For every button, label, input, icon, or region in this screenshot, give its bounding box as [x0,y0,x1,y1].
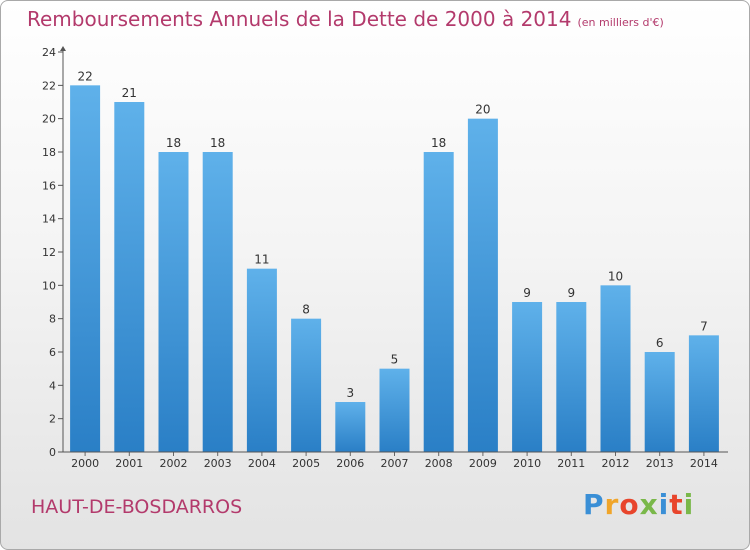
value-label-2012: 10 [608,269,623,283]
value-label-2002: 18 [166,136,181,150]
x-tick-label-2005: 2005 [292,457,320,470]
logo-letter: r [604,488,620,521]
logo-letter: t [669,488,684,521]
x-tick-label-2009: 2009 [469,457,497,470]
y-tick-label-18: 18 [42,146,56,159]
value-label-2003: 18 [210,136,225,150]
x-tick-label-2011: 2011 [557,457,585,470]
value-label-2010: 9 [523,286,531,300]
value-label-2005: 8 [302,303,310,317]
chart-title: Remboursements Annuels de la Dette de 20… [27,7,664,31]
value-label-2011: 9 [567,286,575,300]
bar-2010 [512,302,543,452]
bars-group [70,85,719,453]
bar-2001 [114,102,145,452]
bar-2008 [423,152,454,452]
x-tick-label-2000: 2000 [71,457,99,470]
value-label-2004: 11 [254,253,269,267]
value-label-2001: 21 [122,86,137,100]
y-tick-label-24: 24 [42,46,56,59]
bar-2014 [688,335,719,452]
x-tick-label-2013: 2013 [646,457,674,470]
y-tick-label-0: 0 [49,446,56,459]
value-label-2009: 20 [475,103,490,117]
x-tick-label-2004: 2004 [248,457,276,470]
bar-2006 [335,402,366,452]
y-tick-label-4: 4 [49,379,56,392]
logo-letter: x [639,488,659,521]
logo-letter: i [658,488,670,521]
bar-2012 [600,285,631,452]
chart-subtitle: (en milliers d'€) [577,16,664,29]
proxiti-logo: Proxiti [583,488,694,521]
x-tick-label-2010: 2010 [513,457,541,470]
labels-group: 2220002120011820021820031120048200532006… [42,46,718,470]
x-tick-label-2006: 2006 [336,457,364,470]
y-tick-label-16: 16 [42,179,56,192]
value-label-2014: 7 [700,319,708,333]
bar-2007 [379,368,410,452]
bar-2011 [556,302,587,452]
logo-letter: i [683,488,695,521]
value-label-2007: 5 [391,353,399,367]
y-axis-arrow [60,46,66,51]
y-tick-label-14: 14 [42,213,56,226]
x-tick-label-2012: 2012 [602,457,630,470]
y-tick-label-2: 2 [49,413,56,426]
logo-letter: o [619,488,640,521]
x-tick-label-2008: 2008 [425,457,453,470]
bar-2004 [246,268,277,452]
value-label-2000: 22 [77,69,92,83]
y-tick-label-8: 8 [49,313,56,326]
x-tick-label-2014: 2014 [690,457,718,470]
y-tick-label-22: 22 [42,79,56,92]
x-tick-label-2002: 2002 [160,457,188,470]
bar-2000 [70,85,101,452]
bar-2003 [202,152,233,452]
bar-2002 [158,152,189,452]
x-tick-label-2003: 2003 [204,457,232,470]
chart-title-text: Remboursements Annuels de la Dette de 20… [27,7,572,31]
city-name: HAUT-DE-BOSDARROS [31,496,243,518]
axes-group [58,46,728,456]
y-tick-label-12: 12 [42,246,56,259]
x-tick-label-2007: 2007 [381,457,409,470]
value-label-2006: 3 [346,386,354,400]
value-label-2008: 18 [431,136,446,150]
y-tick-label-20: 20 [42,113,56,126]
y-tick-label-6: 6 [49,346,56,359]
value-label-2013: 6 [656,336,664,350]
bar-2013 [644,352,675,452]
y-tick-label-10: 10 [42,279,56,292]
bar-2009 [467,118,498,453]
logo-letter: P [583,488,605,521]
x-tick-label-2001: 2001 [115,457,143,470]
bar-2005 [291,318,322,452]
